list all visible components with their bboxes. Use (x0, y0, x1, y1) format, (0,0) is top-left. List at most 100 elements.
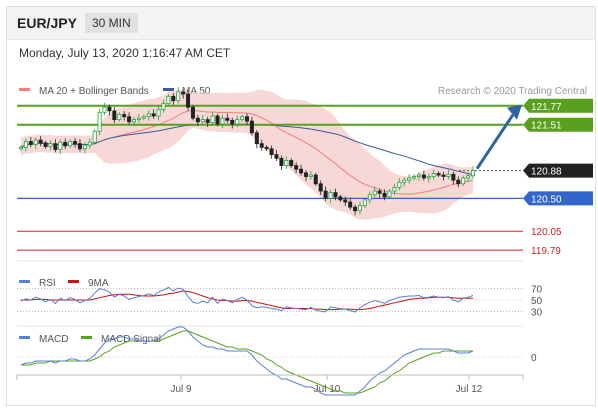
candle-body (117, 114, 122, 121)
candle-body (132, 119, 137, 123)
candle-body (107, 106, 112, 112)
candle-body (446, 173, 451, 177)
rsi-ma-legend-label: 9MA (88, 278, 109, 289)
level-tag-support (523, 191, 593, 206)
ma20-legend-swatch (19, 88, 30, 91)
level-label-target: 119.79 (531, 246, 561, 257)
bollinger-bands (21, 89, 473, 220)
candle-body (274, 154, 279, 159)
x-tick-label: Jul 9 (170, 384, 192, 395)
candle-body (412, 176, 417, 179)
candle-body (33, 139, 38, 145)
candle-body (161, 103, 166, 110)
candle-body (73, 141, 78, 145)
candle-body (269, 148, 274, 156)
level-label-resistance: 121.51 (531, 121, 562, 132)
candle-body (357, 205, 362, 212)
candle-body (186, 93, 191, 108)
candle-body (323, 190, 328, 199)
candle-body (461, 177, 466, 185)
price-pane: MA 20 + Bollinger Bands MA 50 Research ©… (17, 86, 593, 262)
currency-pair-title: EUR/JPY (17, 15, 77, 31)
timeframe-button[interactable]: 30 MIN (85, 13, 138, 33)
macd-pane: MACD MACD Signal 0 (17, 326, 537, 396)
candle-body (466, 175, 471, 179)
level-label-last: 120.88 (531, 167, 562, 178)
candle-body (97, 111, 102, 132)
candle-body (426, 176, 431, 179)
candle-body (63, 141, 68, 147)
projection-arrow-line (475, 113, 515, 170)
candle-body (127, 116, 132, 123)
candle-body (367, 194, 372, 201)
candle-body (343, 199, 348, 203)
candle-body (92, 130, 97, 143)
rsi-legend-label: RSI (39, 278, 56, 289)
candle-body (146, 113, 151, 118)
candle-body (244, 116, 249, 122)
candle-body (171, 95, 176, 102)
candle-body (328, 192, 333, 199)
candle-body (303, 172, 308, 177)
level-label-resistance: 121.77 (531, 102, 562, 113)
candle-body (176, 91, 181, 102)
candle-body (82, 144, 87, 150)
candle-body (225, 117, 230, 121)
candle-body (456, 179, 461, 185)
candle-body (289, 160, 294, 166)
candle-body (181, 91, 186, 95)
candle-body (220, 117, 225, 125)
candle-body (112, 110, 117, 121)
candle-body (77, 143, 82, 150)
rsi-tick-label: 30 (531, 307, 543, 318)
candle-body (451, 173, 456, 181)
candle-body (402, 179, 407, 183)
candle-body (53, 143, 58, 150)
candle-body (377, 190, 382, 194)
candle-body (254, 132, 259, 145)
candle-body (470, 170, 475, 177)
candle-body (284, 160, 289, 166)
x-axis: Jul 9 Jul 10 Jul 12 (16, 374, 524, 395)
ma50-legend-label: MA 50 (182, 86, 211, 97)
level-tag-resistance (523, 98, 593, 113)
candle-body (436, 173, 441, 176)
candle-body (195, 117, 200, 123)
candle-body (318, 183, 323, 192)
candle-body (38, 139, 43, 144)
credit-text: Research © 2020 Trading Central (438, 86, 587, 97)
candle-body (68, 141, 73, 147)
level-tag-resistance (523, 117, 593, 132)
candle-body (122, 114, 127, 118)
candle-body (235, 119, 240, 125)
candle-body (141, 116, 146, 119)
candlesticks (18, 87, 475, 216)
candle-body (48, 143, 53, 148)
candle-body (382, 192, 387, 198)
ma20-legend-label: MA 20 + Bollinger Bands (39, 86, 149, 97)
chart-widget: EUR/JPY 30 MIN Monday, July 13, 2020 1:1… (6, 6, 596, 406)
candle-body (240, 116, 245, 121)
candle-body (43, 142, 48, 148)
candle-body (362, 199, 367, 207)
x-tick-labels: Jul 9 Jul 10 Jul 12 (170, 375, 483, 395)
candle-body (190, 106, 195, 119)
candle-body (23, 141, 28, 148)
candle-body (421, 174, 426, 179)
candle-body (249, 120, 254, 134)
chart-canvas: MA 20 + Bollinger Bands MA 50 Research ©… (16, 86, 593, 396)
candle-body (397, 181, 402, 188)
level-label-target: 120.05 (531, 227, 562, 238)
rsi-ma-legend-swatch (68, 280, 79, 283)
level-tag-last (523, 163, 593, 178)
candle-body (308, 174, 313, 177)
rsi-legend-swatch (19, 280, 30, 283)
candle-body (348, 201, 353, 208)
chart-header: EUR/JPY 30 MIN (7, 7, 595, 40)
candle-body (441, 174, 446, 177)
rsi-tick-label: 70 (531, 285, 543, 296)
candle-body (431, 173, 436, 177)
candle-body (353, 206, 358, 212)
candle-body (87, 141, 92, 146)
